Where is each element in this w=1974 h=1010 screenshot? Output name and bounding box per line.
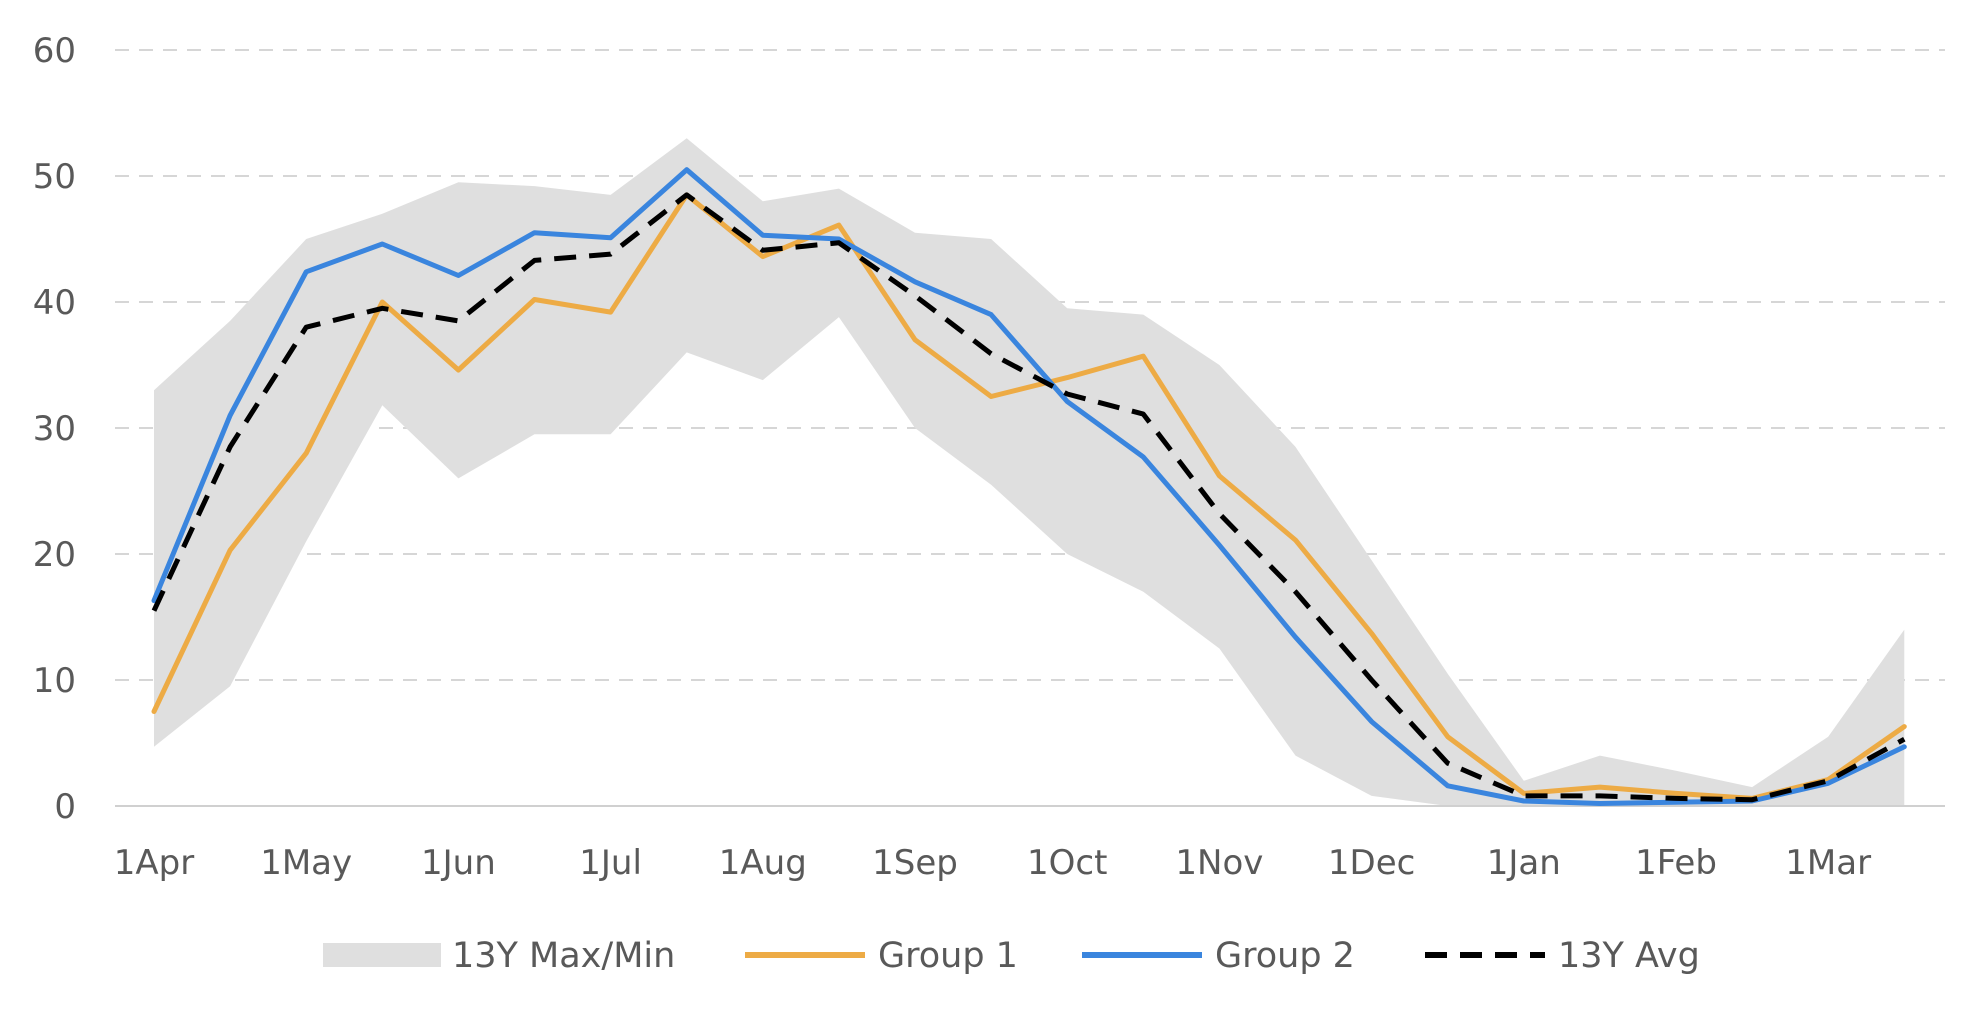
- x-tick-label: 1Nov: [1175, 843, 1263, 883]
- series-line-13y-avg: [151, 192, 1906, 803]
- series-lines: [151, 167, 1907, 806]
- series-line-group-2: [151, 167, 1907, 806]
- y-tick-label: 60: [33, 31, 76, 71]
- y-tick-label: 30: [33, 409, 76, 449]
- x-tick-label: 1Oct: [1027, 843, 1107, 883]
- y-tick-label: 40: [33, 283, 76, 323]
- x-tick-label: 1Dec: [1328, 843, 1415, 883]
- max-min-band: [154, 138, 1905, 806]
- legend: 13Y Max/Min Group 1 Group 2 13Y Avg: [323, 936, 1700, 976]
- x-tick-label: 1Jul: [579, 843, 642, 883]
- y-tick-label: 10: [33, 661, 76, 701]
- x-tick-label: 1Jan: [1487, 843, 1561, 883]
- x-tick-label: 1Apr: [114, 843, 194, 883]
- series-line-group-1: [151, 192, 1907, 801]
- y-tick-label: 0: [54, 787, 76, 827]
- legend-label-group-1: Group 1: [878, 936, 1018, 976]
- y-tick-label: 50: [33, 157, 76, 197]
- y-tick-label: 20: [33, 535, 76, 575]
- x-tick-label: 1May: [260, 843, 352, 883]
- max-min-band-layer: [154, 138, 1905, 806]
- legend-label-max-min: 13Y Max/Min: [452, 936, 675, 976]
- legend-swatch-max-min: [323, 943, 441, 967]
- x-tick-label: 1Sep: [872, 843, 958, 883]
- x-axis-tick-labels: 1Apr 1May 1Jun 1Jul 1Aug 1Sep 1Oct 1Nov 1Dec 1Jan…: [114, 843, 1871, 883]
- x-tick-label: 1Aug: [719, 843, 807, 883]
- y-axis-tick-labels: 0 10 20 30 40 50 60: [33, 31, 76, 827]
- x-tick-label: 1Feb: [1635, 843, 1717, 883]
- x-tick-label: 1Jun: [421, 843, 496, 883]
- legend-label-13y-avg: 13Y Avg: [1558, 936, 1700, 976]
- x-tick-label: 1Mar: [1785, 843, 1871, 883]
- legend-label-group-2: Group 2: [1215, 936, 1355, 976]
